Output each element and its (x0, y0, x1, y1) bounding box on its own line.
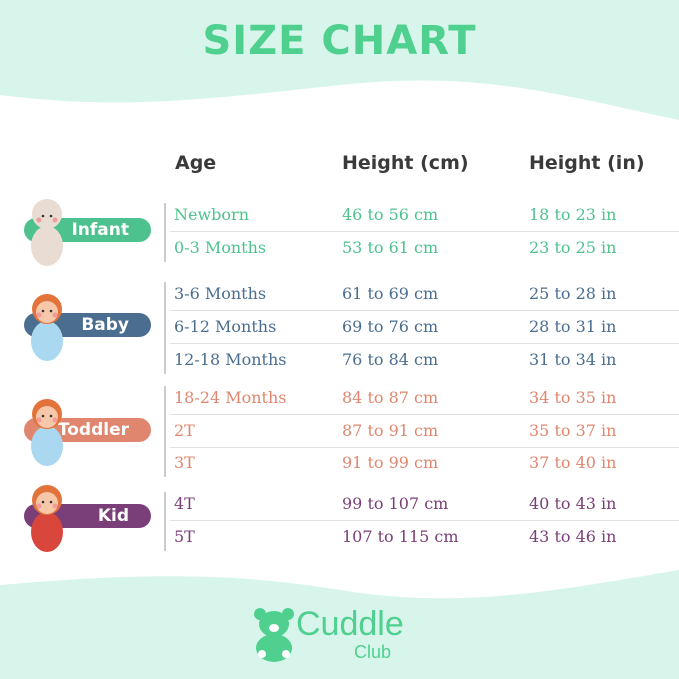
cell-in: 40 to 43 in (529, 494, 617, 513)
baby-character-icon (22, 289, 72, 369)
page-title: SIZE CHART (202, 18, 477, 64)
cell-age: 3-6 Months (174, 284, 267, 303)
row-divider (170, 310, 679, 311)
header-height-in: Height (in) (529, 152, 645, 174)
cell-in: 43 to 46 in (529, 527, 617, 546)
cell-cm: 53 to 61 cm (342, 238, 439, 257)
cell-cm: 69 to 76 cm (342, 317, 439, 336)
cell-in: 35 to 37 in (529, 421, 617, 440)
row-divider (170, 343, 679, 344)
cell-in: 34 to 35 in (529, 388, 617, 407)
row-divider (170, 520, 679, 521)
cell-in: 25 to 28 in (529, 284, 617, 303)
cell-age: 2T (174, 421, 195, 440)
group-divider (164, 203, 166, 262)
cell-age: 18-24 Months (174, 388, 287, 407)
infant-character-icon (22, 194, 72, 274)
header-age: Age (175, 152, 217, 174)
cell-age: 5T (174, 527, 195, 546)
group-divider (164, 492, 166, 551)
cell-age: 12-18 Months (174, 350, 287, 369)
cell-in: 37 to 40 in (529, 453, 617, 472)
header-height-cm: Height (cm) (342, 152, 469, 174)
cell-cm: 87 to 91 cm (342, 421, 439, 440)
cell-in: 23 to 25 in (529, 238, 617, 257)
cell-cm: 91 to 99 cm (342, 453, 439, 472)
row-divider (170, 447, 679, 448)
group-divider (164, 282, 166, 374)
cell-cm: 61 to 69 cm (342, 284, 439, 303)
cell-in: 28 to 31 in (529, 317, 617, 336)
brand-name: Cuddle (296, 605, 404, 643)
cell-in: 18 to 23 in (529, 205, 617, 224)
cell-cm: 84 to 87 cm (342, 388, 439, 407)
cell-cm: 107 to 115 cm (342, 527, 459, 546)
group-divider (164, 386, 166, 477)
row-divider (170, 414, 679, 415)
cell-age: 0-3 Months (174, 238, 267, 257)
cell-cm: 76 to 84 cm (342, 350, 439, 369)
toddler-character-icon (22, 394, 72, 474)
brand-sub: Club (354, 642, 392, 662)
cell-age: 4T (174, 494, 195, 513)
cell-cm: 99 to 107 cm (342, 494, 449, 513)
teddy-bear-icon (252, 606, 296, 666)
brand-logo: Cuddle Club (296, 606, 404, 663)
cell-age: 3T (174, 453, 195, 472)
row-divider (170, 231, 679, 232)
kid-character-icon (22, 480, 72, 560)
cell-age: Newborn (174, 205, 249, 224)
cell-cm: 46 to 56 cm (342, 205, 439, 224)
cell-in: 31 to 34 in (529, 350, 617, 369)
cell-age: 6-12 Months (174, 317, 277, 336)
